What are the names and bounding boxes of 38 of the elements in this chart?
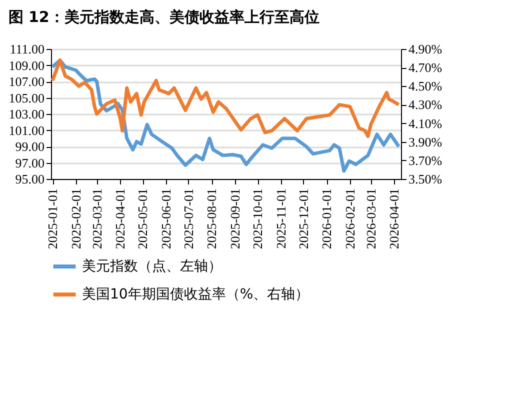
y-tick-label: 97.00 — [15, 155, 44, 170]
chart-title: 图 12：美元指数走高、美债收益率上行至高位 — [8, 8, 320, 26]
y-tick-label: 107.00 — [8, 74, 44, 89]
y2-tick-label: 3.70% — [408, 152, 442, 168]
x-tick-label: 2025-04-01 — [112, 188, 128, 250]
x-tick-label: 2025-01-01 — [45, 188, 60, 250]
y-tick-label: 95.00 — [15, 172, 44, 186]
y2-tick-label: 3.50% — [408, 172, 442, 186]
line-series — [50, 58, 400, 138]
y2-tick-label: 4.90% — [408, 42, 442, 56]
x-tick-label: 2025-06-01 — [158, 188, 174, 250]
y-tick-label: 99.00 — [15, 139, 44, 154]
y-tick-label: 105.00 — [8, 90, 44, 106]
line-series — [50, 58, 400, 173]
y2-tick-label: 3.90% — [408, 134, 442, 150]
x-tick-label: 2026-02-01 — [342, 188, 358, 250]
x-tick-label: 2025-07-01 — [180, 188, 196, 250]
y-tick-label: 101.00 — [8, 122, 44, 138]
x-tick-label: 2025-03-01 — [89, 188, 104, 250]
legend-label: 美国10年期国债收益率（%、右轴） — [82, 286, 310, 302]
y2-tick-label: 4.30% — [408, 97, 442, 112]
x-tick-label: 2025-12-01 — [296, 188, 311, 250]
x-tick-label: 2026-01-01 — [319, 188, 334, 250]
x-tick-label: 2026-03-01 — [363, 188, 378, 250]
y2-tick-label: 4.50% — [408, 78, 442, 94]
x-tick-label: 2026-04-01 — [386, 188, 402, 250]
y2-tick-label: 4.10% — [408, 116, 442, 131]
x-tick-label: 2025-05-01 — [135, 188, 150, 250]
y-tick-label: 109.00 — [8, 58, 44, 73]
x-tick-label: 2025-02-01 — [68, 188, 84, 250]
legend-label: 美元指数（点、左轴） — [82, 258, 222, 274]
y-tick-label: 103.00 — [8, 106, 44, 122]
y-tick-label: 111.00 — [10, 42, 44, 56]
x-tick-label: 2025-08-01 — [204, 188, 220, 250]
x-tick-label: 2025-11-01 — [273, 188, 288, 249]
y2-tick-label: 4.70% — [408, 60, 442, 76]
x-tick-label: 2025-09-01 — [228, 188, 243, 250]
x-tick-label: 2025-10-01 — [250, 188, 266, 250]
